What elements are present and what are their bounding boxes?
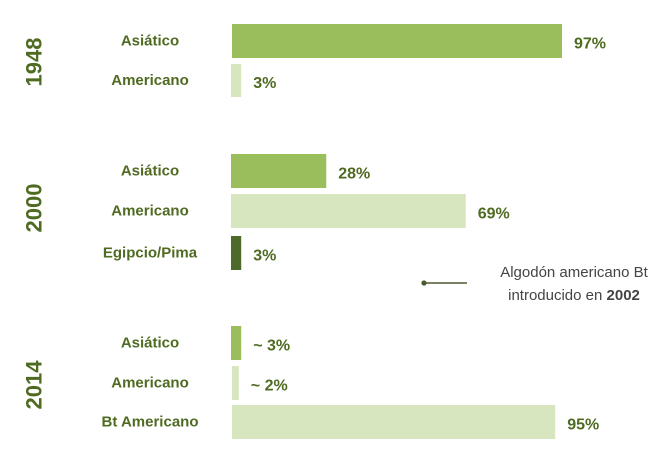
bar-asi-tico-2014 xyxy=(231,326,242,360)
bar-egipcio-pima-2000 xyxy=(231,236,242,270)
year-group-2014: 2014 Asiático ~ 3% Americano ~ 2% Bt American… xyxy=(22,326,599,439)
category-label-asi-tico: Asiático xyxy=(121,33,179,50)
year-group-2000: 2000 Asiático 28% Americano 69% Egipcio/Pima 3… xyxy=(22,154,510,270)
year-label: 2014 xyxy=(22,360,47,410)
annotation-line-2-prefix: introducido en xyxy=(508,287,606,304)
value-label-asi-tico-2000: 28% xyxy=(338,166,370,183)
category-label-egipcio-pima: Egipcio/Pima xyxy=(103,245,198,262)
year-label: 2000 xyxy=(22,184,47,233)
value-label-egipcio-pima-2000: 3% xyxy=(253,248,276,265)
value-label-americano-1948: 3% xyxy=(253,75,276,92)
bar-americano-1948 xyxy=(231,64,242,97)
annotation-year: 2002 xyxy=(607,287,640,304)
value-label-americano-2014: ~ 2% xyxy=(251,378,288,395)
category-label-americano: Americano xyxy=(111,375,189,392)
value-label-bt-americano-2014: 95% xyxy=(567,417,599,434)
bar-americano-2014 xyxy=(232,366,239,400)
value-label-asi-tico-2014: ~ 3% xyxy=(253,338,290,355)
bar-groups: 1948 Asiático 97% Americano 3% 2000 Asiático 28… xyxy=(22,24,606,439)
bar-americano-2000 xyxy=(231,194,466,228)
bar-asi-tico-1948 xyxy=(232,24,562,58)
bar-asi-tico-2000 xyxy=(231,154,327,188)
bar-bt-americano-2014 xyxy=(232,405,556,439)
value-label-americano-2000: 69% xyxy=(478,206,510,223)
bt-cotton-annotation: Algodón americano Bt introducido en 2002 xyxy=(421,264,649,304)
category-label-americano: Americano xyxy=(111,203,189,220)
annotation-line-2: introducido en 2002 xyxy=(508,287,640,304)
category-label-asi-tico: Asiático xyxy=(121,335,179,352)
value-label-asi-tico-1948: 97% xyxy=(574,36,606,53)
year-label: 1948 xyxy=(22,38,47,87)
year-group-1948: 1948 Asiático 97% Americano 3% xyxy=(22,24,606,97)
category-label-bt-americano: Bt Americano xyxy=(102,414,199,431)
annotation-dot xyxy=(421,280,427,286)
category-label-asi-tico: Asiático xyxy=(121,163,179,180)
category-label-americano: Americano xyxy=(111,72,189,89)
annotation-line-1: Algodón americano Bt xyxy=(500,264,648,281)
